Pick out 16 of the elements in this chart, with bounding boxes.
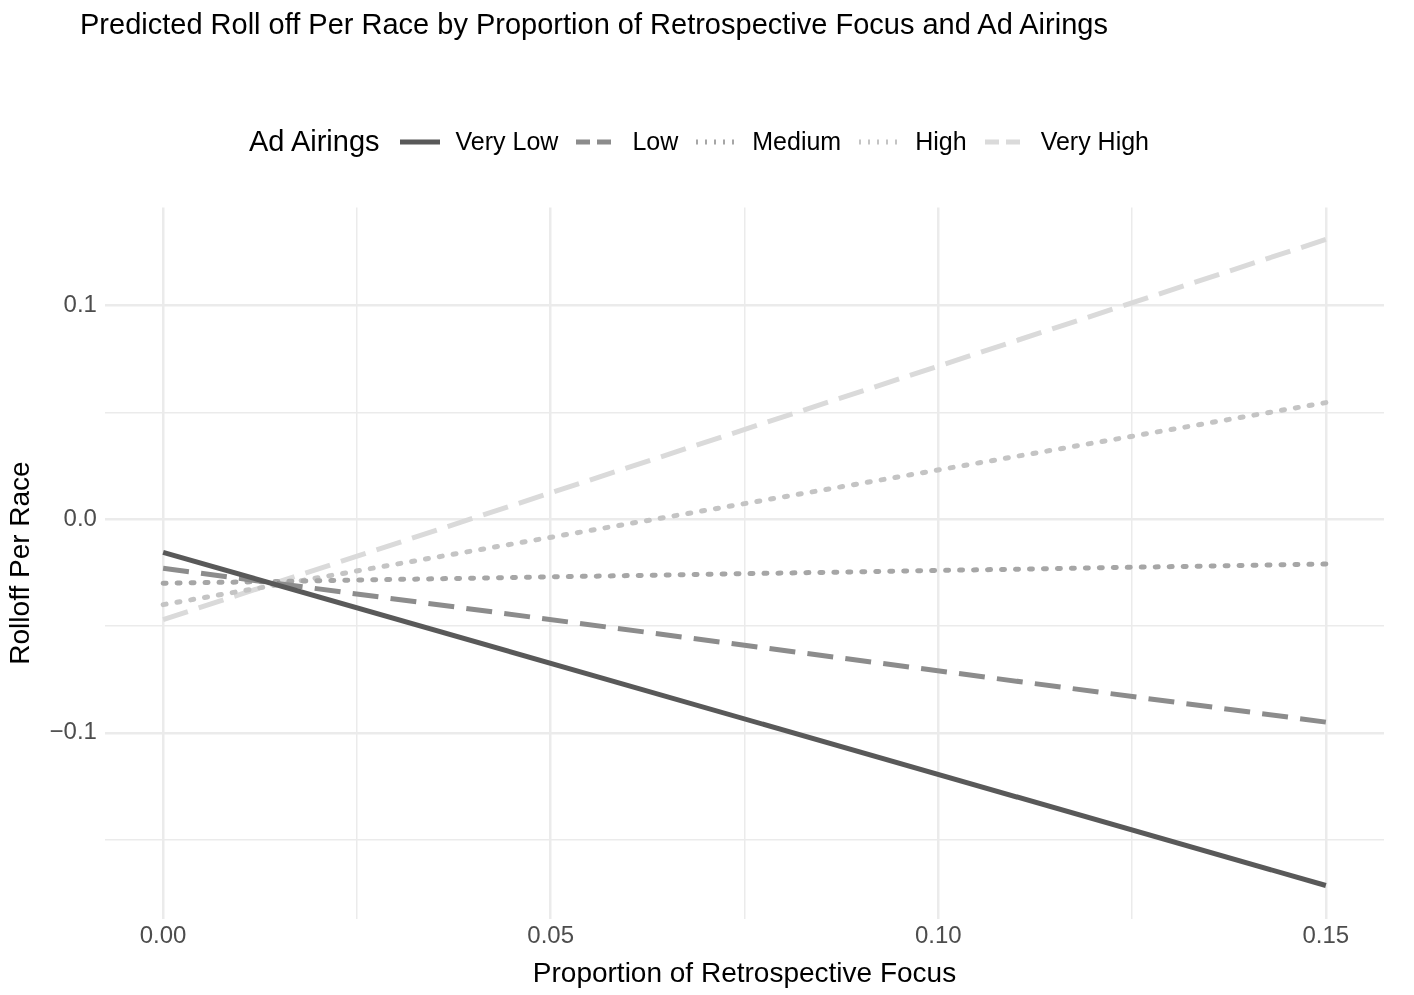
legend-label: Very High xyxy=(1040,127,1150,156)
x-tick-label: 0.15 xyxy=(1302,920,1350,948)
legend-title: Ad Airings xyxy=(248,125,380,158)
legend-label: High xyxy=(915,127,967,156)
x-tick-label: 0.00 xyxy=(139,920,187,948)
y-tick-label: 0.1 xyxy=(63,290,97,318)
x-axis-title: Proportion of Retrospective Focus xyxy=(532,956,957,988)
legend-label: Medium xyxy=(752,127,842,156)
x-tick-label: 0.10 xyxy=(914,920,962,948)
y-axis-title: Rolloff Per Race xyxy=(3,461,35,665)
y-tick-label: 0.0 xyxy=(63,503,97,531)
legend-label: Very Low xyxy=(455,127,559,156)
chart-title: Predicted Roll off Per Race by Proportion of Retrospective Focus and Ad Airings xyxy=(80,8,1108,41)
x-tick-label: 0.05 xyxy=(527,920,575,948)
y-tick-label: −0.1 xyxy=(49,717,97,745)
legend-label: Low xyxy=(632,127,679,156)
